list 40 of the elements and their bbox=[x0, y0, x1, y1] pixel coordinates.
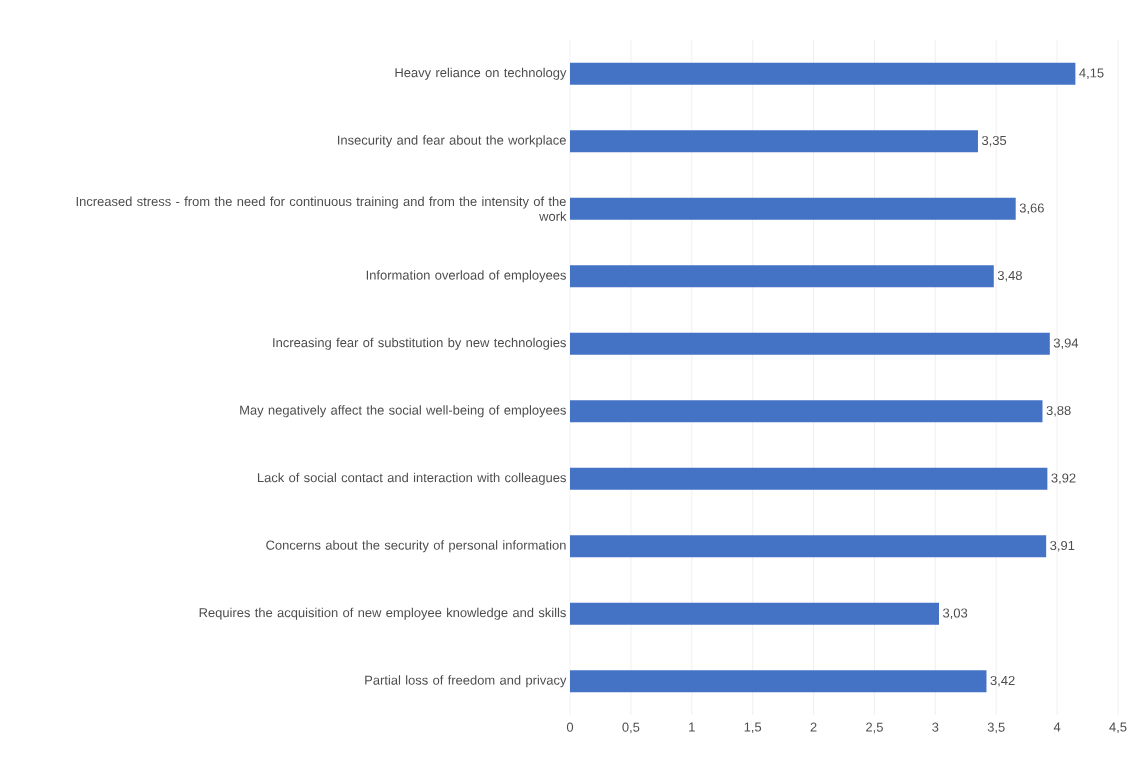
bar bbox=[570, 467, 1048, 490]
y-tick-label: Requires the acquisition of new employee knowledge and skills bbox=[199, 607, 566, 620]
data-label: 3,91 bbox=[1050, 540, 1075, 552]
x-tick-label: 3 bbox=[932, 722, 939, 732]
bar bbox=[570, 130, 978, 153]
x-tick-label: 4 bbox=[1053, 722, 1061, 732]
y-tick-label: Concerns about the security of personal information bbox=[266, 540, 566, 553]
x-tick-label: 0,5 bbox=[622, 722, 640, 734]
data-label: 3,94 bbox=[1053, 338, 1079, 350]
bar bbox=[570, 62, 1076, 85]
y-tick-label: Insecurity and fear about the workplace bbox=[338, 135, 566, 148]
bar bbox=[570, 400, 1043, 423]
data-label: 3,03 bbox=[943, 608, 968, 620]
bar bbox=[570, 670, 987, 693]
y-tick-label: Partial loss of freedom and privacy bbox=[365, 675, 567, 688]
data-label: 4,15 bbox=[1079, 68, 1104, 80]
bar bbox=[570, 265, 994, 288]
y-tick-label: Increasing fear of substitution by new technologies bbox=[273, 337, 566, 350]
x-tick-label: 2 bbox=[810, 722, 817, 732]
x-tick-label: 0 bbox=[566, 722, 574, 732]
y-tick-label: Information overload of employees bbox=[366, 270, 566, 283]
x-tick-label: 3,5 bbox=[987, 722, 1005, 734]
bar bbox=[570, 197, 1016, 220]
x-tick-label: 4,5 bbox=[1109, 722, 1127, 734]
y-tick-label: May negatively affect the social well-being of employees bbox=[240, 405, 566, 418]
y-tick-label: Lack of social contact and interaction with colleagues bbox=[257, 472, 566, 485]
x-tick-label: 1 bbox=[689, 722, 695, 732]
y-tick-label: Increased stress - from the need for continuous training and from the intensity of the work bbox=[76, 196, 567, 221]
data-label: 3,88 bbox=[1046, 405, 1071, 417]
bar bbox=[570, 602, 939, 625]
data-label: 3,35 bbox=[981, 135, 1007, 147]
data-label: 3,48 bbox=[997, 270, 1022, 282]
data-label: 3,66 bbox=[1019, 203, 1044, 215]
bar bbox=[570, 332, 1050, 355]
y-tick-label: Heavy reliance on technology bbox=[395, 67, 567, 80]
x-tick-label: 1,5 bbox=[744, 722, 762, 734]
data-label: 3,42 bbox=[990, 675, 1015, 687]
data-label: 3,92 bbox=[1051, 473, 1076, 485]
bar bbox=[570, 535, 1047, 558]
x-tick-label: 2,5 bbox=[866, 722, 883, 734]
